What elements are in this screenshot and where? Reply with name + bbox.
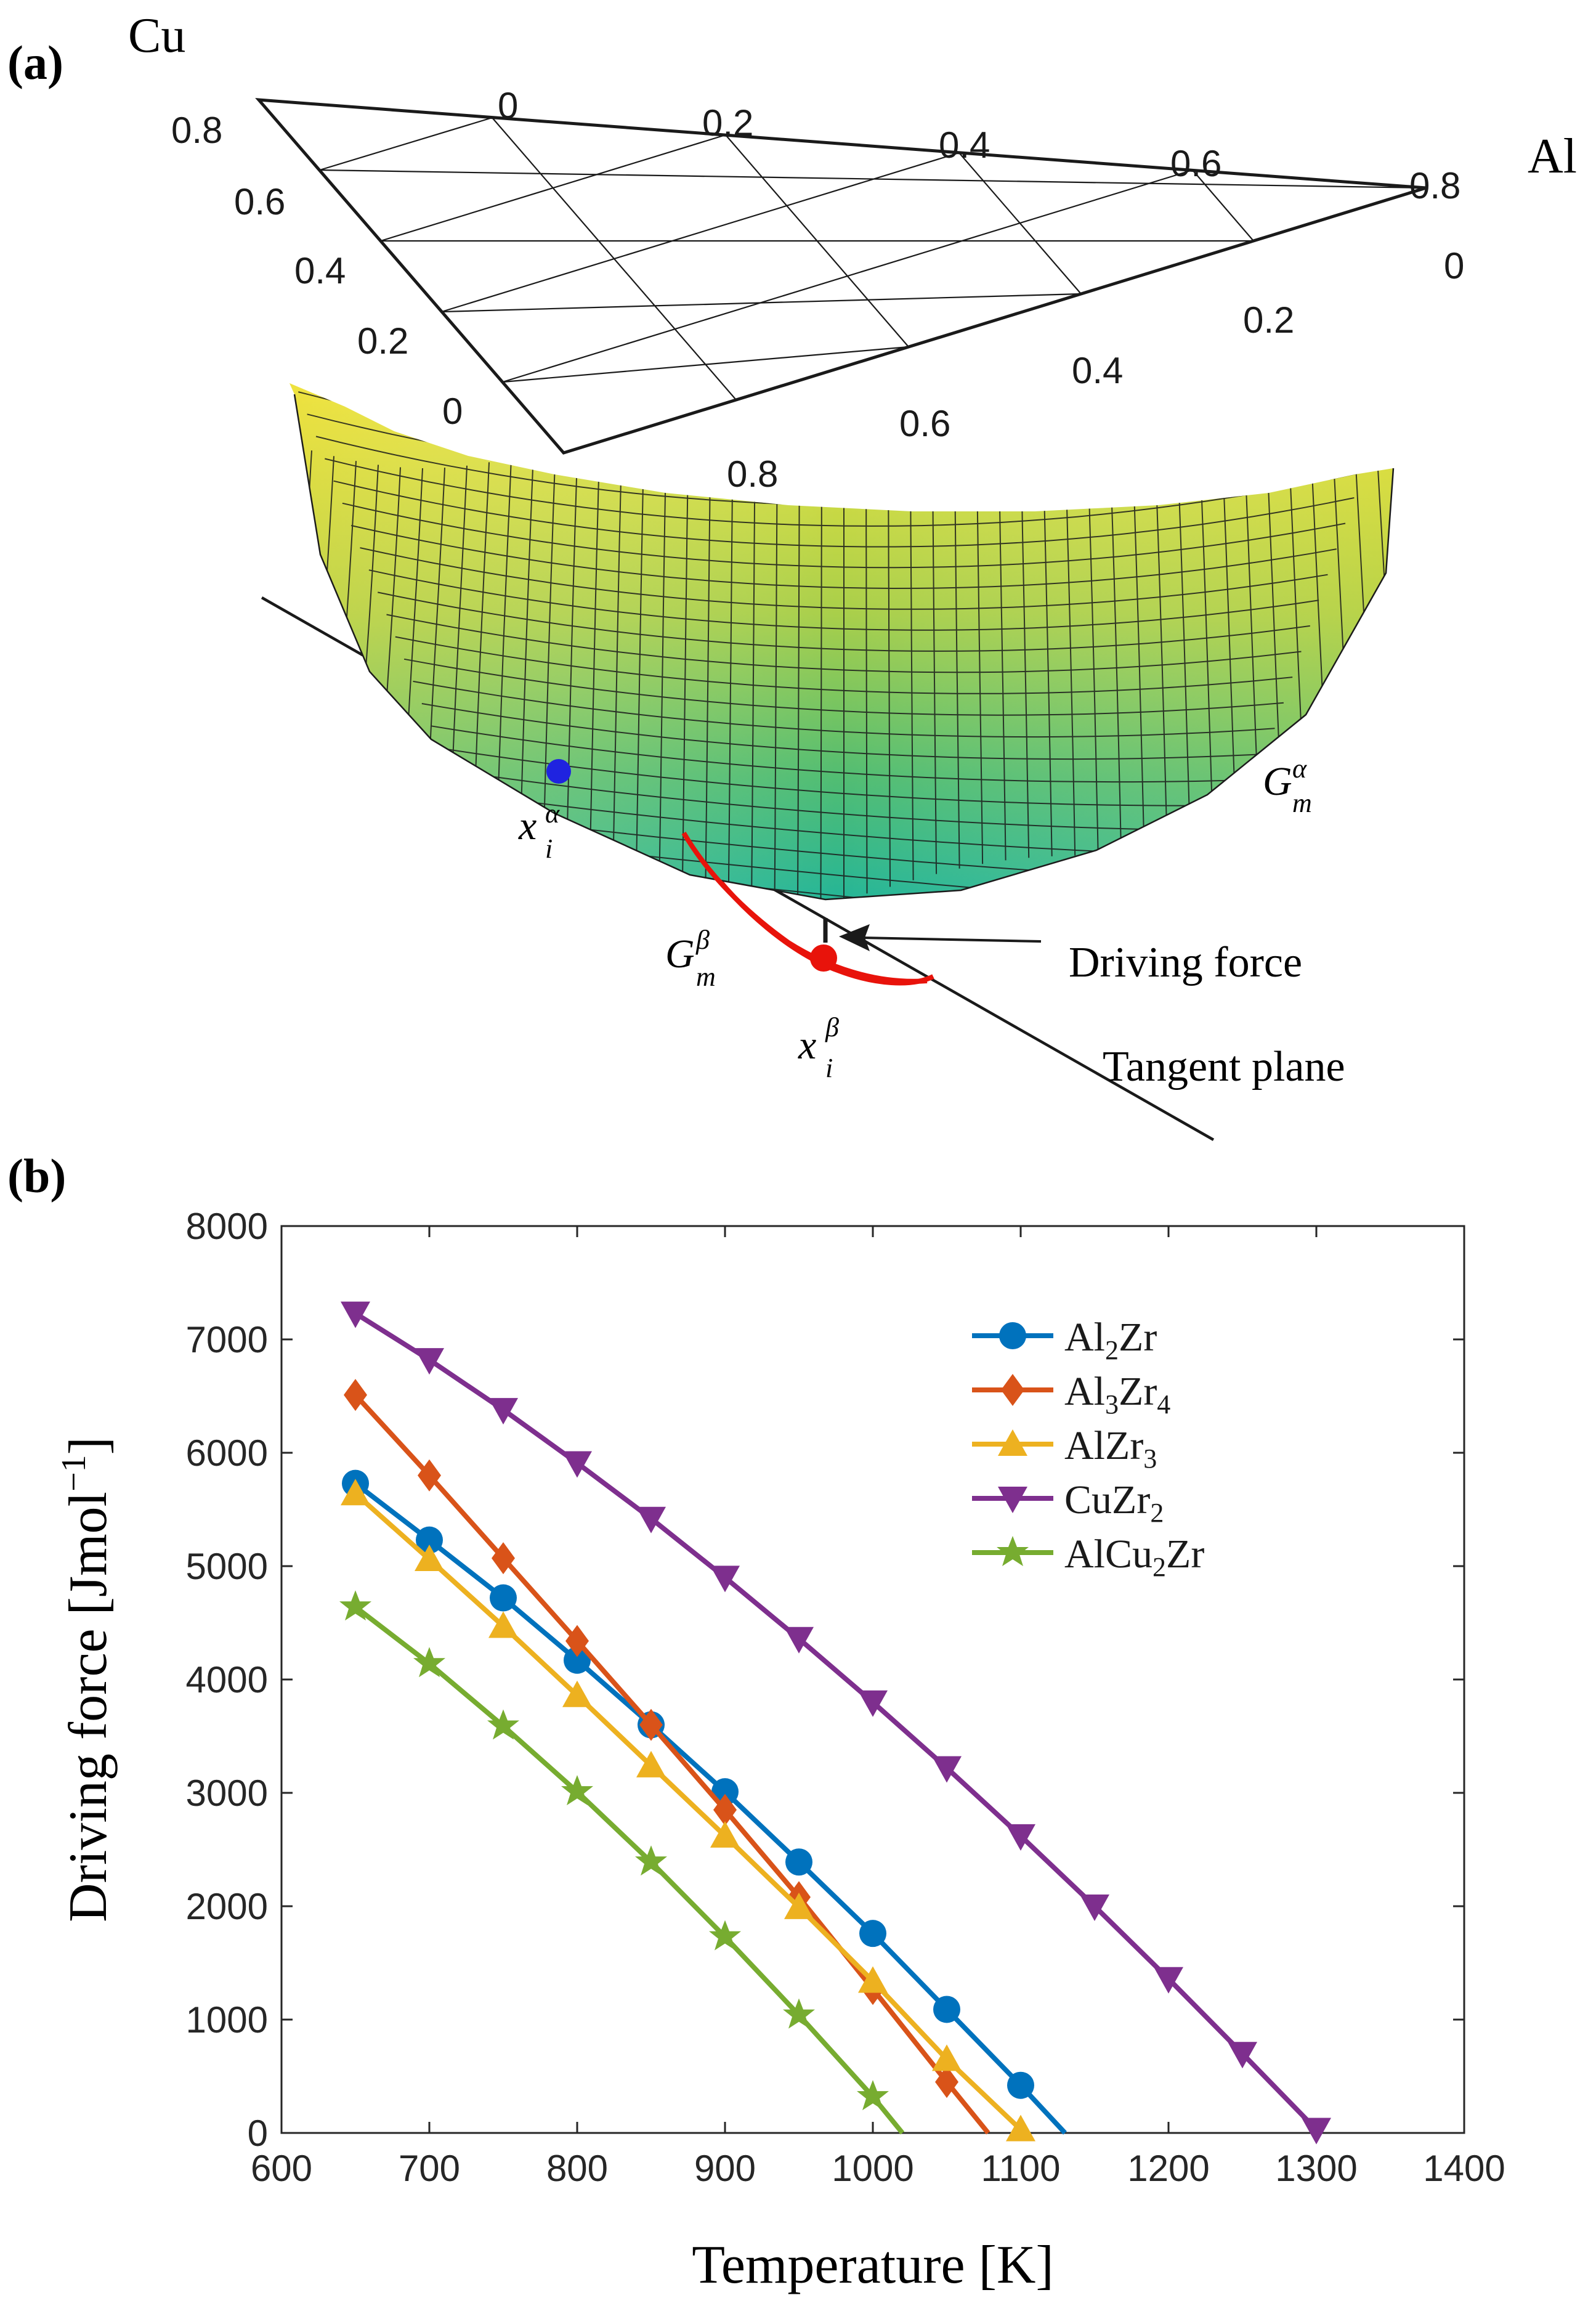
x-beta-label: x β i	[798, 1012, 839, 1083]
legend-label-CuZr2: CuZr2	[1064, 1477, 1164, 1528]
legend-entry-Al3Zr4: Al3Zr4	[972, 1369, 1170, 1419]
tick-left-0.6: 0.6	[234, 181, 285, 222]
x-tick-label: 1300	[1275, 2148, 1357, 2189]
y-tick-label: 1000	[186, 1999, 268, 2041]
g-alpha-surface	[290, 383, 1393, 900]
tick-right-0.2: 0.2	[1243, 299, 1294, 341]
svg-text:m: m	[696, 962, 716, 992]
svg-text:G: G	[1263, 759, 1292, 804]
tick-top-0: 0	[498, 85, 518, 126]
panel-b-label: (b)	[7, 1149, 66, 1203]
svg-text:α: α	[1292, 753, 1307, 784]
y-tick-label: 3000	[186, 1773, 268, 1814]
x-tick-label: 600	[251, 2148, 312, 2189]
tick-left-0.2: 0.2	[357, 320, 408, 362]
legend-entry-AlCu2Zr: AlCu2Zr	[972, 1532, 1204, 1582]
x-tick-label: 1000	[832, 2148, 913, 2189]
tick-left-0.8: 0.8	[171, 110, 222, 151]
series-layer	[339, 1301, 1331, 2145]
panel-a-label: (a)	[7, 36, 63, 89]
svg-text:x: x	[798, 1023, 816, 1068]
x-tick-label: 1400	[1423, 2148, 1505, 2189]
svg-text:m: m	[1292, 788, 1312, 818]
x-axis-ticks: 600 700 800 900 1000 1100 1200 1300 1400	[251, 1226, 1505, 2189]
driving-force-arrow	[839, 924, 1042, 951]
y-tick-label: 7000	[186, 1319, 268, 1360]
svg-text:i: i	[545, 834, 553, 864]
svg-text:β: β	[825, 1012, 839, 1042]
series-Al2Zr	[342, 1469, 1067, 2135]
svg-text:i: i	[825, 1053, 833, 1083]
ternary-frame	[255, 98, 1427, 455]
series-AlZr3	[341, 1479, 1035, 2142]
svg-text:G: G	[665, 932, 695, 977]
y-tick-label: 8000	[186, 1206, 268, 1247]
svg-text:β: β	[695, 925, 710, 955]
legend-label-AlCu2Zr: AlCu2Zr	[1064, 1532, 1204, 1582]
y-tick-label: 5000	[186, 1546, 268, 1587]
x-tick-label: 900	[694, 2148, 756, 2189]
x-alpha-label: x α i	[518, 798, 560, 864]
tick-top-0.2: 0.2	[702, 102, 753, 144]
g-beta-curve-front	[681, 831, 928, 984]
svg-text:x: x	[518, 803, 537, 848]
panel-a: (a) Cu Al Zr 0.8	[7, 9, 1577, 1141]
legend-entry-CuZr2: CuZr2	[972, 1477, 1164, 1528]
driving-force-label: Driving force	[1069, 939, 1302, 986]
g-alpha-surface-edge	[293, 394, 1395, 901]
legend-entry-AlZr3: AlZr3	[972, 1423, 1157, 1474]
y-tick-label: 4000	[186, 1659, 268, 1700]
data-point-Al2Zr	[785, 1848, 812, 1876]
data-point-Al2Zr	[859, 1920, 886, 1947]
y-tick-label: 2000	[186, 1886, 268, 1927]
tangent-plane-label: Tangent plane	[1103, 1043, 1345, 1091]
y-axis-label: Driving force [Jmol−1]	[55, 1437, 118, 1922]
tick-top-0.6: 0.6	[1170, 143, 1221, 184]
legend-entry-Al2Zr: Al2Zr	[972, 1315, 1157, 1365]
x-alpha-point	[546, 759, 571, 784]
y-tick-label: 6000	[186, 1432, 268, 1474]
g-beta-label: G β m	[665, 925, 716, 992]
panel-b: (b) 600 700 800 900 1000 1100 1200 1300 1400 0 10…	[7, 1149, 1505, 2295]
x-tick-label: 700	[399, 2148, 460, 2189]
data-point-Al2Zr	[933, 1996, 960, 2023]
tick-top-0.4: 0.4	[939, 124, 990, 166]
data-point-Al2Zr	[1007, 2071, 1034, 2099]
corner-label-al: Al	[1528, 129, 1577, 184]
x-beta-point	[810, 944, 837, 972]
x-axis-label: Temperature [K]	[692, 2235, 1054, 2295]
series-line-Al3Zr4	[354, 1393, 990, 2135]
legend-label-AlZr3: AlZr3	[1064, 1423, 1157, 1474]
tick-right-0.8: 0.8	[727, 453, 778, 495]
tick-right-0.4: 0.4	[1072, 350, 1123, 391]
series-CuZr2	[341, 1301, 1331, 2145]
data-point-Al2Zr	[490, 1584, 517, 1612]
x-tick-label: 1200	[1127, 2148, 1209, 2189]
series-Al3Zr4	[344, 1379, 990, 2135]
y-tick-label: 0	[248, 2113, 268, 2154]
series-AlCu2Zr	[339, 1590, 905, 2135]
tick-left-0.4: 0.4	[294, 250, 346, 291]
tick-top-0.8: 0.8	[1409, 165, 1460, 206]
y-axis-ticks: 0 1000 2000 3000 4000 5000 6000 7000 8000	[186, 1206, 1464, 2154]
tick-right-0: 0	[1444, 245, 1464, 286]
tick-left-0: 0	[442, 391, 463, 432]
svg-text:Driving force [Jmol−1]: Driving force [Jmol−1]	[55, 1437, 118, 1922]
legend-label-Al2Zr: Al2Zr	[1064, 1315, 1157, 1365]
x-tick-label: 800	[546, 2148, 608, 2189]
legend-label-Al3Zr4: Al3Zr4	[1064, 1369, 1170, 1419]
svg-text:α: α	[545, 798, 560, 829]
g-alpha-label: G α m	[1263, 753, 1312, 818]
tick-right-0.6: 0.6	[899, 403, 950, 444]
corner-label-cu: Cu	[128, 9, 185, 63]
x-tick-label: 1100	[981, 2148, 1060, 2189]
